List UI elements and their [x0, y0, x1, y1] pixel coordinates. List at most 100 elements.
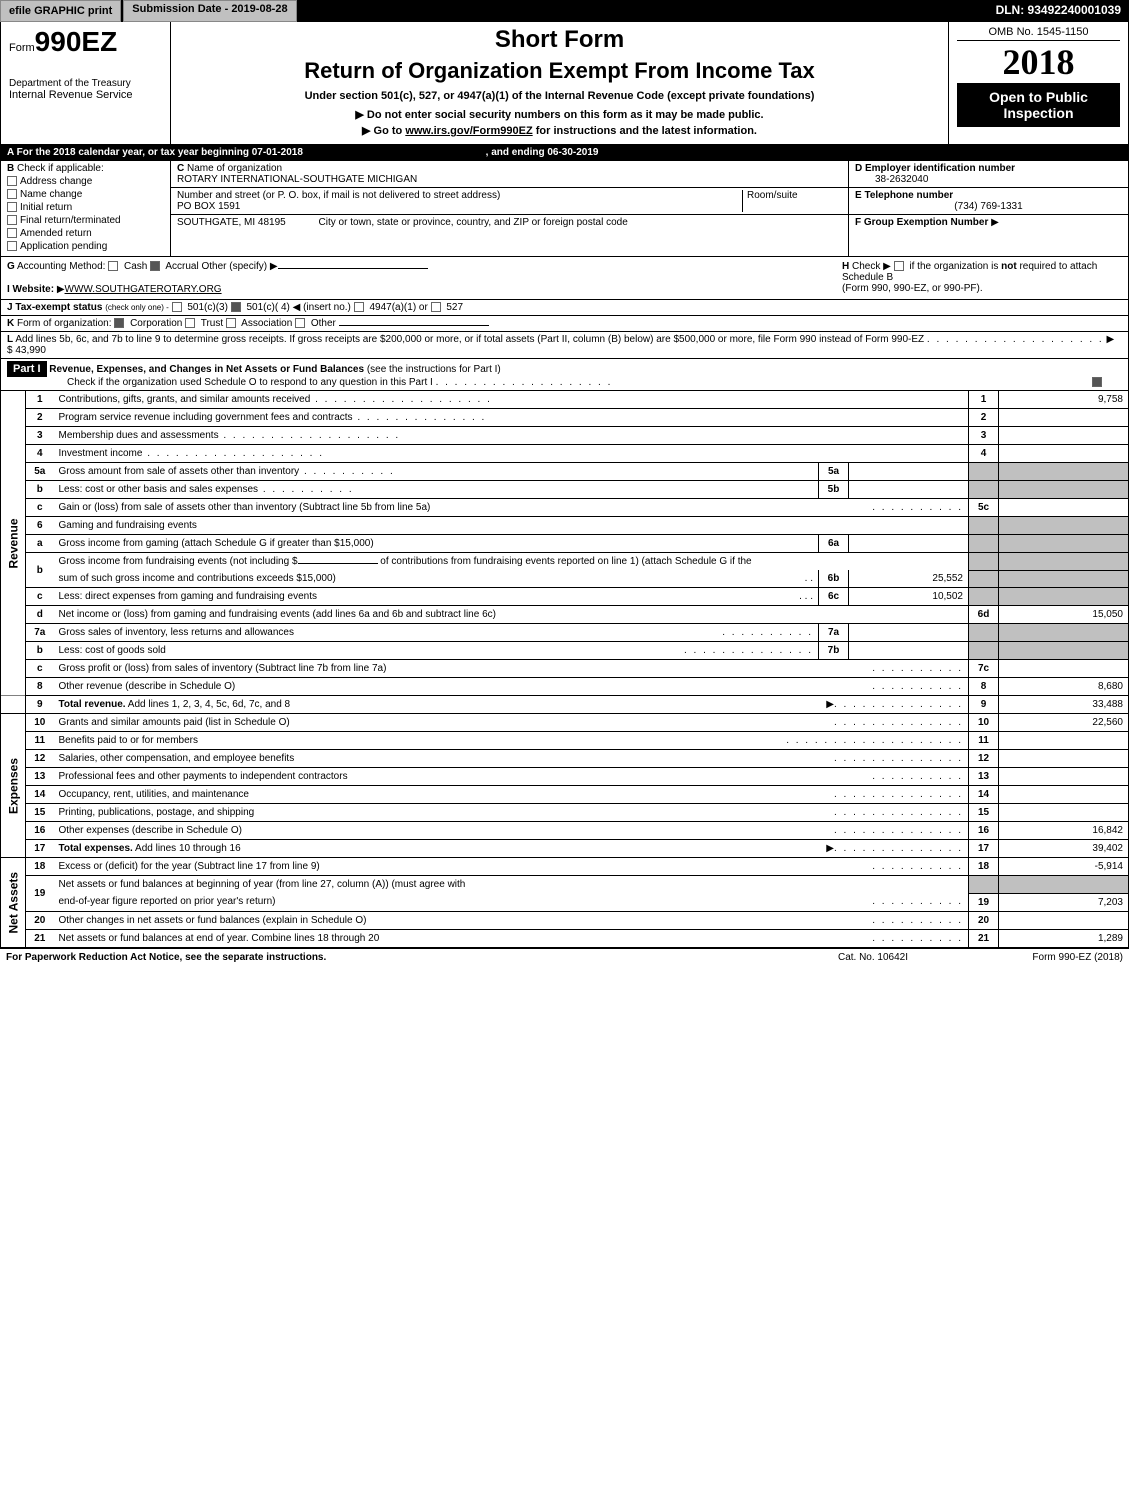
goto-link[interactable]: Go to www.irs.gov/Form990EZ for instruct…: [179, 124, 940, 137]
e-box: E Telephone number (734) 769-1331: [849, 188, 1128, 215]
checkbox-icon[interactable]: [226, 318, 236, 328]
form-header: Form990EZ Department of the Treasury Int…: [0, 22, 1129, 145]
website-url[interactable]: WWW.SOUTHGATEROTARY.ORG: [65, 284, 222, 295]
c-name-label: Name of organization: [187, 163, 282, 174]
checkbox-icon[interactable]: [431, 302, 441, 312]
line-no: 18: [26, 858, 54, 876]
checkbox-icon[interactable]: [7, 176, 17, 186]
check-name[interactable]: Name change: [7, 189, 164, 200]
h-check: Check ▶: [852, 261, 891, 272]
blank-input[interactable]: [298, 563, 378, 564]
checkbox-icon[interactable]: [7, 189, 17, 199]
desc-text: Net assets or fund balances at beginning…: [59, 879, 466, 890]
l-text: Add lines 5b, 6c, and 7b to line 9 to de…: [15, 334, 924, 345]
desc-text: Occupancy, rent, utilities, and maintena…: [59, 789, 249, 800]
desc-text: Gain or (loss) from sale of assets other…: [59, 502, 431, 513]
shaded-cell: [999, 624, 1129, 642]
g-other-input[interactable]: [278, 268, 428, 269]
line-no: 12: [26, 750, 54, 768]
check-address[interactable]: Address change: [7, 176, 164, 187]
main-val: [999, 732, 1129, 750]
checkbox-icon[interactable]: [295, 318, 305, 328]
checkbox-icon[interactable]: [7, 241, 17, 251]
f-box: F Group Exemption Number ▶: [849, 215, 1128, 230]
desc-text: Less: direct expenses from gaming and fu…: [59, 591, 317, 602]
line-a-text: For the 2018 calendar year, or tax year …: [17, 147, 303, 158]
check-initial[interactable]: Initial return: [7, 202, 164, 213]
line-desc: Contributions, gifts, grants, and simila…: [54, 391, 969, 409]
desc-text: Add lines 1, 2, 3, 4, 5c, 6d, 7c, and 8: [126, 699, 291, 710]
g-text: Accounting Method:: [17, 261, 105, 272]
table-row: c Gross profit or (loss) from sales of i…: [1, 660, 1129, 678]
table-row: c Less: direct expenses from gaming and …: [1, 588, 1129, 606]
line-no: 20: [26, 911, 54, 929]
checkbox-icon[interactable]: [354, 302, 364, 312]
checkbox-icon[interactable]: [7, 202, 17, 212]
shaded-cell: [999, 570, 1129, 588]
e-label: E Telephone number: [855, 190, 953, 201]
i-arrow: ▶: [57, 284, 65, 295]
desc-text: Less: cost or other basis and sales expe…: [59, 484, 259, 495]
checkbox-icon[interactable]: [114, 318, 124, 328]
check-initial-label: Initial return: [20, 202, 72, 213]
checkbox-icon[interactable]: [894, 261, 904, 271]
check-amended[interactable]: Amended return: [7, 228, 164, 239]
check-amended-label: Amended return: [20, 228, 92, 239]
goto-url[interactable]: www.irs.gov/Form990EZ: [405, 125, 532, 137]
short-form-title: Short Form: [179, 26, 940, 54]
table-row: 6 Gaming and fundraising events: [1, 517, 1129, 535]
checkbox-icon[interactable]: [1092, 377, 1102, 387]
street-box: Number and street (or P. O. box, if mail…: [171, 188, 848, 215]
dots: [299, 466, 395, 477]
checkbox-icon[interactable]: [185, 318, 195, 328]
part1-header: Part I: [7, 361, 47, 377]
g-other: Other (specify): [201, 261, 267, 272]
check-pending[interactable]: Application pending: [7, 241, 164, 252]
line-no: d: [26, 606, 54, 624]
desc-text: Gaming and fundraising events: [59, 520, 197, 531]
sub-val: [849, 535, 969, 553]
line-no: a: [26, 535, 54, 553]
footer-cat-no: Cat. No. 10642I: [773, 952, 973, 963]
table-row: b Less: cost of goods sold 7b: [1, 642, 1129, 660]
main-val: 16,842: [999, 822, 1129, 840]
line-a: A For the 2018 calendar year, or tax yea…: [0, 145, 1129, 161]
checkbox-icon[interactable]: [172, 302, 182, 312]
checkbox-icon[interactable]: [7, 215, 17, 225]
checkbox-icon[interactable]: [150, 261, 160, 271]
header-left: Form990EZ Department of the Treasury Int…: [1, 22, 171, 144]
footer-form-ref: Form 990-EZ (2018): [973, 952, 1123, 963]
k-label: K: [7, 318, 14, 329]
efile-print-button[interactable]: efile GRAPHIC print: [0, 0, 121, 22]
part1-subtitle: (see the instructions for Part I): [367, 364, 501, 375]
topbar-spacer: [297, 0, 988, 22]
footer: For Paperwork Reduction Act Notice, see …: [0, 948, 1129, 966]
line-no: 10: [26, 714, 54, 732]
tax-year: 2018: [957, 41, 1120, 83]
g-cash: Cash: [124, 261, 147, 272]
desc-text: Membership dues and assessments: [59, 430, 219, 441]
checkbox-icon[interactable]: [7, 228, 17, 238]
main-val: -5,914: [999, 858, 1129, 876]
line-desc: Printing, publications, postage, and shi…: [54, 804, 969, 822]
department: Department of the Treasury: [9, 78, 162, 89]
check-final[interactable]: Final return/terminated: [7, 215, 164, 226]
line-desc: sum of such gross income and contributio…: [54, 570, 819, 588]
line-desc: Membership dues and assessments: [54, 427, 969, 445]
table-row: d Net income or (loss) from gaming and f…: [1, 606, 1129, 624]
check-address-label: Address change: [20, 176, 92, 187]
d-label: D Employer identification number: [855, 163, 1015, 174]
line-no: 17: [26, 840, 54, 858]
main-no: 13: [969, 768, 999, 786]
checkbox-icon[interactable]: [231, 302, 241, 312]
main-val: 7,203: [999, 893, 1129, 911]
dots: [353, 412, 487, 423]
dots: [872, 663, 963, 674]
j-label: J Tax-exempt status: [7, 302, 102, 313]
desc-text-bold: Total revenue.: [59, 699, 126, 710]
j-opt2: 501(c)( 4): [246, 302, 289, 313]
k-corp: Corporation: [130, 318, 182, 329]
desc-text: Salaries, other compensation, and employ…: [59, 753, 295, 764]
checkbox-icon[interactable]: [108, 261, 118, 271]
k-other-input[interactable]: [339, 325, 489, 326]
